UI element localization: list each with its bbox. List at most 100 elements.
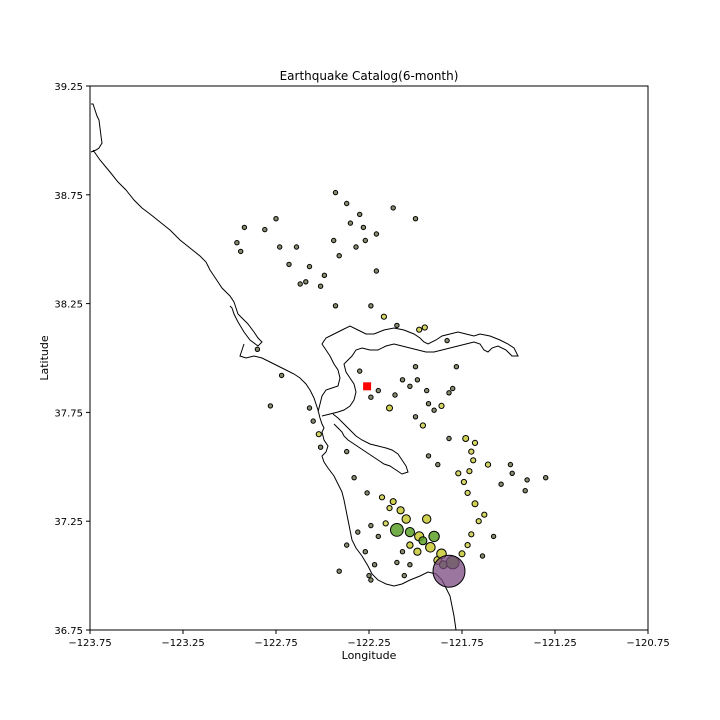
y-axis-label: Latitude <box>38 335 51 381</box>
earthquake-point <box>424 387 430 394</box>
earthquake-point <box>317 283 324 289</box>
coastline <box>90 103 519 630</box>
earthquake-point <box>344 200 350 207</box>
earthquake-point <box>425 542 436 553</box>
earthquake-point <box>378 494 386 501</box>
earthquake-point <box>238 248 244 255</box>
earthquake-point <box>425 453 432 459</box>
earthquake-point <box>394 559 400 566</box>
earthquake-point <box>414 377 421 383</box>
earthquake-point <box>364 490 370 496</box>
earthquake-point <box>475 518 482 525</box>
earthquake-point <box>431 407 437 413</box>
earthquake-point <box>360 224 367 231</box>
earthquake-point <box>413 547 422 556</box>
earthquake-point <box>471 439 479 446</box>
earthquake-point <box>507 461 514 468</box>
earthquake-point <box>241 224 248 231</box>
x-tick-label: −121.75 <box>440 638 483 649</box>
y-tick-label: 37.75 <box>54 408 83 419</box>
earthquake-point <box>321 272 328 278</box>
earthquake-point <box>389 498 397 506</box>
earthquake-point <box>462 435 470 442</box>
earthquake-point <box>366 572 372 579</box>
earthquake-point <box>286 261 292 268</box>
earthquake-point <box>368 522 374 529</box>
earthquake-point <box>344 542 350 548</box>
earthquake-point <box>362 237 368 244</box>
earthquake-point <box>453 364 460 370</box>
earthquake-point <box>347 220 354 226</box>
earthquake-point <box>498 481 504 487</box>
earthquake-point <box>368 303 374 309</box>
x-tick-label: −123.75 <box>68 638 111 649</box>
earthquake-point <box>401 514 411 524</box>
y-tick-label: 38.25 <box>54 300 83 311</box>
earthquake-point <box>332 303 339 309</box>
chart-title: Earthquake Catalog(6-month) <box>280 69 459 83</box>
x-axis-label: Longitude <box>342 649 397 662</box>
x-tick-label: −122.75 <box>254 638 297 649</box>
earthquake-point <box>446 435 452 442</box>
earthquake-point <box>406 541 414 549</box>
earthquake-point <box>418 536 428 546</box>
earthquake-point <box>464 489 471 496</box>
events-layer <box>234 189 549 588</box>
earthquake-point <box>455 470 462 477</box>
earthquake-point <box>315 431 322 438</box>
earthquake-point <box>380 313 387 320</box>
earthquake-point <box>371 562 378 568</box>
earthquake-point <box>390 523 404 537</box>
earthquake-point <box>422 514 432 524</box>
earthquake-point <box>317 444 324 450</box>
earthquake-point <box>490 533 497 540</box>
earthquake-point <box>254 346 261 352</box>
earthquake-point <box>375 533 381 540</box>
earthquake-point <box>396 506 405 515</box>
earthquake-point <box>428 530 440 543</box>
earthquake-point <box>470 457 477 464</box>
earthquake-point <box>471 500 479 508</box>
y-tick-label: 39.25 <box>54 82 83 93</box>
earthquake-point <box>450 385 456 392</box>
earthquake-point <box>357 211 363 218</box>
earthquake-point <box>310 418 316 424</box>
y-tick-label: 38.75 <box>54 191 83 202</box>
earthquake-point <box>412 414 419 420</box>
earthquake-point <box>481 511 488 518</box>
earthquake-point <box>399 377 406 383</box>
earthquake-point <box>407 562 413 568</box>
earthquake-point <box>438 402 445 409</box>
earthquake-point <box>425 401 432 407</box>
x-tick-label: −122.25 <box>347 638 390 649</box>
earthquake-point <box>336 568 342 574</box>
earthquake-point <box>267 403 274 409</box>
earthquake-point <box>375 387 381 394</box>
earthquake-point <box>297 281 303 287</box>
earthquake-point <box>392 392 398 398</box>
earthquake-point <box>277 244 283 250</box>
earthquake-point <box>368 577 374 583</box>
earthquake-point <box>351 475 357 481</box>
earthquake-point <box>386 505 393 512</box>
earthquake-point <box>386 404 393 412</box>
earthquake-point <box>353 244 359 250</box>
earthquake-point <box>357 368 363 374</box>
earthquake-point <box>373 231 380 237</box>
earthquake-point <box>432 554 466 588</box>
earthquake-point <box>293 244 300 250</box>
earthquake-point <box>394 322 400 329</box>
earthquake-point <box>484 461 492 468</box>
earthquake-point <box>466 468 473 475</box>
y-tick-label: 36.75 <box>54 626 83 637</box>
earthquake-point <box>399 549 406 555</box>
earthquake-point <box>460 478 467 486</box>
station-marker <box>363 382 372 391</box>
x-tick-label: −121.25 <box>533 638 576 649</box>
earthquake-point <box>468 448 475 455</box>
earthquake-point <box>522 488 528 494</box>
earthquake-point <box>278 372 285 379</box>
earthquake-point <box>421 324 428 331</box>
earthquake-point <box>401 572 407 579</box>
earthquake-point <box>464 542 471 549</box>
